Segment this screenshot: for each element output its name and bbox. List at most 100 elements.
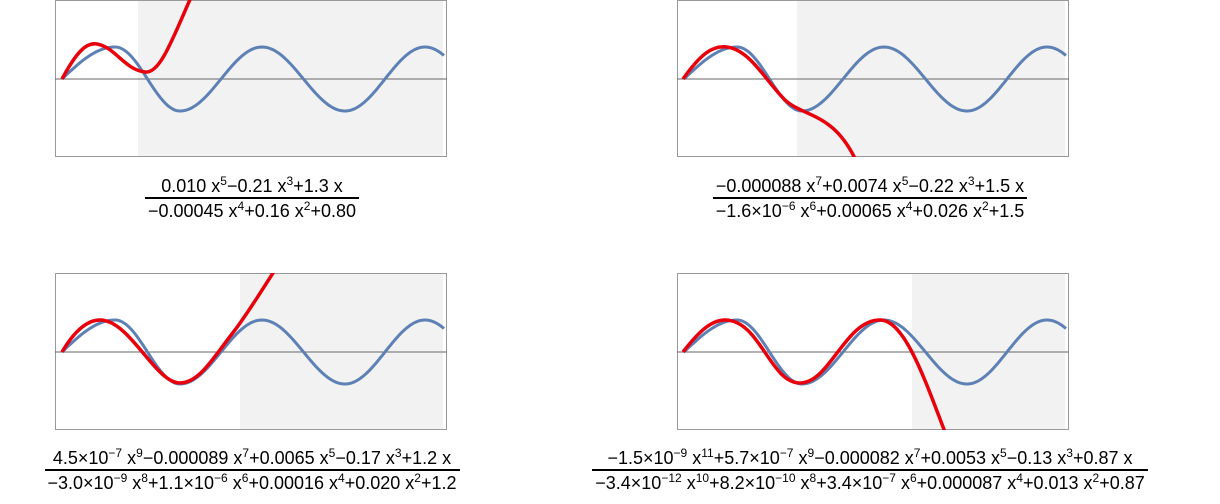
term: +0.87 [1099,473,1145,493]
exponent: 3 [394,446,402,460]
approximation-curve [681,45,857,157]
denominator: −3.4×10−12 x10+8.2×10−10 x8+3.4×10−7 x6+… [560,469,1180,494]
term: +1.5 x [974,176,1025,196]
exponent: 4 [1016,471,1023,485]
exponent: −9 [673,446,688,460]
term: +0.00016 x [248,473,339,493]
approximation-curve [681,318,947,430]
term: −3.0×10 [47,473,114,493]
exponent: −12 [661,471,682,485]
denominator-line: −0.00045 x4+0.16 x2+0.80 [144,197,360,222]
exponent: 5 [901,174,909,188]
exponent: 9 [807,446,815,460]
term: +5.7×10 [713,448,780,468]
approximation-curve [60,273,276,385]
numerator: 0.010 x5−0.21 x3+1.3 x [0,174,562,197]
term: x [793,448,808,468]
term: x [795,201,810,221]
fraction: −0.000088 x7+0.0074 x5−0.22 x3+1.5 x −1.6… [560,174,1180,222]
exponent: 5 [1000,446,1007,460]
term: −0.000082 x [814,448,914,468]
exponent: 6 [809,199,817,213]
exponent: 2 [303,199,311,213]
fraction: −1.5×10−9 x11+5.7×10−7 x9−0.000082 x7+0.… [560,446,1180,494]
term: +0.16 x [244,201,304,221]
exponent: 7 [913,446,921,460]
term: −1.6×10 [715,201,782,221]
exponent: 6 [909,471,917,485]
denominator-line: −1.6×10−6 x6+0.00065 x4+0.026 x2+1.5 [712,197,1028,222]
target-curve [60,45,445,113]
term: 4.5×10 [52,448,109,468]
term: x [895,473,910,493]
approximation-curve [60,0,192,80]
exponent: 8 [809,471,817,485]
denominator-line: −3.0×10−9 x8+1.1×10−6 x6+0.00016 x4+0.02… [44,469,460,494]
exponent: 2 [414,471,421,485]
exponent: −7 [779,446,794,460]
exponent: −6 [214,471,228,485]
exponent: 4 [905,199,913,213]
exponent: 8 [141,471,148,485]
exponent: 10 [695,471,710,485]
term: x [122,448,137,468]
exponent: 5 [328,446,336,460]
denominator-line: −3.4×10−12 x10+8.2×10−10 x8+3.4×10−7 x6+… [592,469,1148,494]
term: +3.4×10 [816,473,883,493]
numerator-line: 4.5×10−7 x9−0.000089 x7+0.0065 x5−0.17 x… [50,446,454,469]
term: 0.010 x [161,176,221,196]
exponent: 5 [220,174,227,188]
term: −0.17 x [335,448,395,468]
term: +0.00065 x [816,201,906,221]
term: x [227,473,242,493]
target-curve [682,45,1067,113]
exponent: 9 [136,446,143,460]
exponent: 2 [1092,471,1100,485]
exponent: 4 [338,471,345,485]
term: −0.21 x [226,176,287,196]
term: +0.0053 x [920,448,1001,468]
term: +0.0074 x [822,176,902,196]
term: +8.2×10 [709,473,776,493]
exponent: 7 [242,446,250,460]
denominator: −1.6×10−6 x6+0.00065 x4+0.026 x2+1.5 [560,197,1180,222]
exponent: 6 [241,471,249,485]
exponent: 2 [982,199,989,213]
numerator-line: −0.000088 x7+0.0074 x5−0.22 x3+1.5 x [713,174,1027,197]
numerator: −0.000088 x7+0.0074 x5−0.22 x3+1.5 x [560,174,1180,197]
term: +1.3 x [293,176,343,196]
term: +0.0065 x [249,448,329,468]
numerator: −1.5×10−9 x11+5.7×10−7 x9−0.000082 x7+0.… [560,446,1180,469]
term: +1.5 [988,201,1025,221]
exponent: −7 [882,471,896,485]
term: +0.013 x [1022,473,1093,493]
exponent: −10 [775,471,796,485]
target-curve [60,318,445,386]
exponent: 3 [967,174,975,188]
term: +0.020 x [344,473,415,493]
exponent: 4 [237,199,245,213]
term: −0.22 x [908,176,968,196]
fraction: 0.010 x5−0.21 x3+1.3 x −0.00045 x4+0.16 x… [0,174,562,222]
term: +0.000087 x [916,473,1017,493]
exponent: −9 [113,471,128,485]
term: −1.5×10 [607,448,674,468]
term: x [687,448,702,468]
term: −3.4×10 [595,473,662,493]
denominator: −0.00045 x4+0.16 x2+0.80 [0,197,562,222]
exponent: 3 [286,174,294,188]
fraction: 4.5×10−7 x9−0.000089 x7+0.0065 x5−0.17 x… [0,446,562,494]
term: +0.026 x [912,201,983,221]
exponent: 11 [701,446,714,460]
term: x [795,473,810,493]
term: −0.00045 x [147,201,238,221]
term: +0.80 [310,201,357,221]
exponent: −6 [781,199,796,213]
numerator-line: 0.010 x5−0.21 x3+1.3 x [158,174,346,197]
term: −0.000088 x [715,176,816,196]
numerator-line: −1.5×10−9 x11+5.7×10−7 x9−0.000082 x7+0.… [604,446,1135,469]
term: +1.1×10 [147,473,215,493]
term: +1.2 [420,473,457,493]
